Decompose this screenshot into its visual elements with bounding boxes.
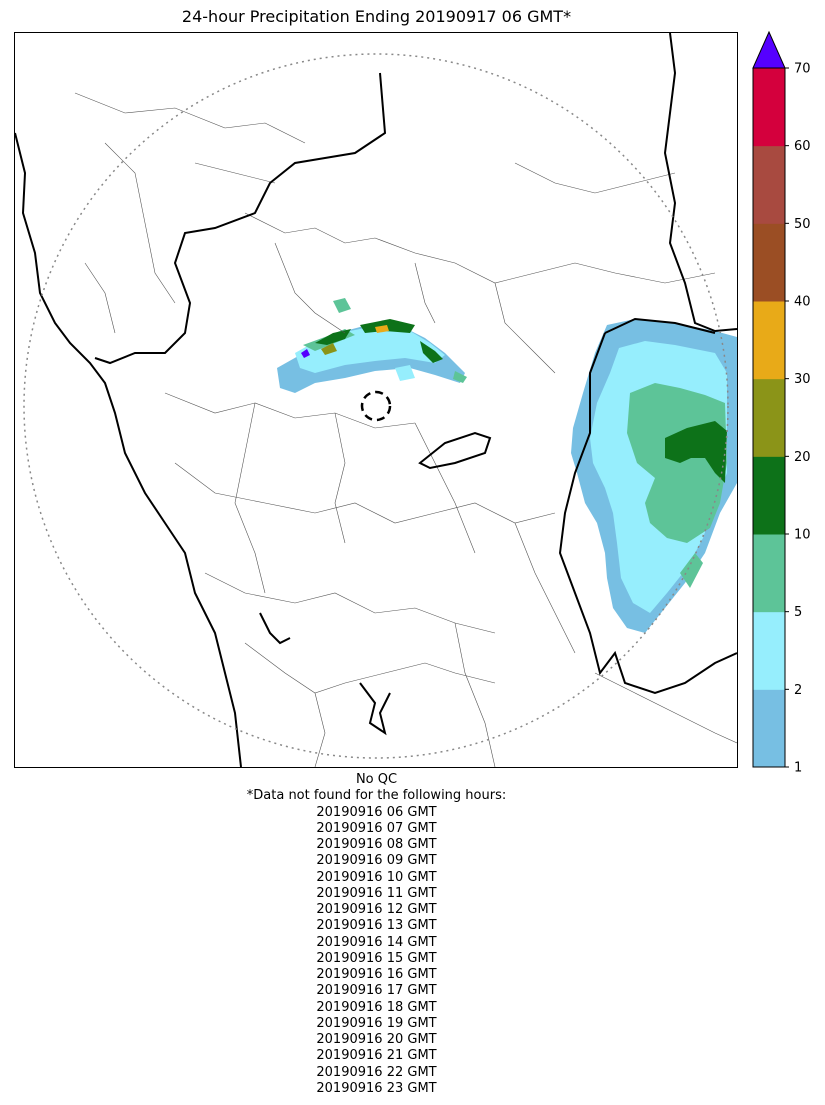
qc-note: No QC [355,772,398,787]
colorbar-segment [753,145,785,224]
missing-hour-item: 20190916 21 GMT [316,1048,437,1064]
map-canvas [15,33,737,767]
missing-data-header: *Data not found for the following hours: [246,788,507,804]
colorbar-tick-label: 10 [794,528,811,543]
colorbar-tick-label: 50 [794,217,811,232]
state-boundaries [15,33,737,767]
colorbar-segment [753,68,785,147]
precip-central [277,298,467,393]
missing-hours-list: 20190916 06 GMT 20190916 07 GMT 20190916 0… [14,805,739,1098]
colorbar-legend: 1 2 5 10 20 30 40 50 60 70 [748,28,825,782]
range-ring [23,53,729,759]
missing-hour-item: 20190916 16 GMT [316,967,437,982]
colorbar-segment [753,611,785,690]
colorbar-extend-arrow [752,30,786,69]
precipitation-map[interactable] [14,32,738,768]
colorbar-segment [753,534,785,613]
colorbar-tick-label: 30 [794,372,811,387]
colorbar-segment [753,223,785,302]
radar-site-marker[interactable] [360,390,392,422]
missing-hour-item: 20190916 08 GMT [316,837,437,852]
missing-hour-item: 20190916 17 GMT [316,983,437,999]
colorbar-segment [753,378,785,457]
missing-hour-item: 20190916 13 GMT [316,918,437,934]
missing-hour-item: 20190916 12 GMT [316,902,437,917]
colorbar-tick-label: 40 [794,295,811,310]
colorbar-segment [753,301,785,380]
colorbar-tick-label: 2 [794,683,802,698]
missing-hour-item: 20190916 14 GMT [316,934,437,950]
missing-hour-item: 20190916 22 GMT [316,1064,437,1080]
precip-east [571,319,737,633]
colorbar-svg: 1 2 5 10 20 30 40 50 60 70 [752,30,811,776]
colorbar-tick-label: 20 [794,450,811,465]
missing-hour-item: 20190916 07 GMT [316,820,437,836]
colorbar-frame [752,67,786,768]
missing-hour-item: 20190916 18 GMT [316,999,437,1015]
colorbar-tick-label: 70 [794,62,811,77]
colorbar-tick-label: 60 [794,139,811,154]
district-boundaries [74,92,737,767]
colorbar-segment [753,456,785,535]
missing-hour-item: 20190916 11 GMT [316,885,437,901]
missing-hour-item: 20190916 23 GMT [316,1080,437,1096]
page-title: 24-hour Precipitation Ending 20190917 06… [181,7,572,26]
missing-hour-item: 20190916 15 GMT [316,950,437,966]
missing-hour-item: 20190916 20 GMT [316,1032,437,1047]
footnotes: No QC *Data not found for the following … [14,772,739,1097]
colorbar-tick-label: 5 [794,605,802,620]
colorbar-tick-label: 1 [794,761,802,776]
missing-hour-item: 20190916 09 GMT [316,853,437,869]
missing-hour-item: 20190916 06 GMT [316,804,437,820]
colorbar-segment [753,689,785,768]
missing-hour-item: 20190916 10 GMT [316,869,437,885]
missing-hour-item: 20190916 19 GMT [316,1015,437,1031]
